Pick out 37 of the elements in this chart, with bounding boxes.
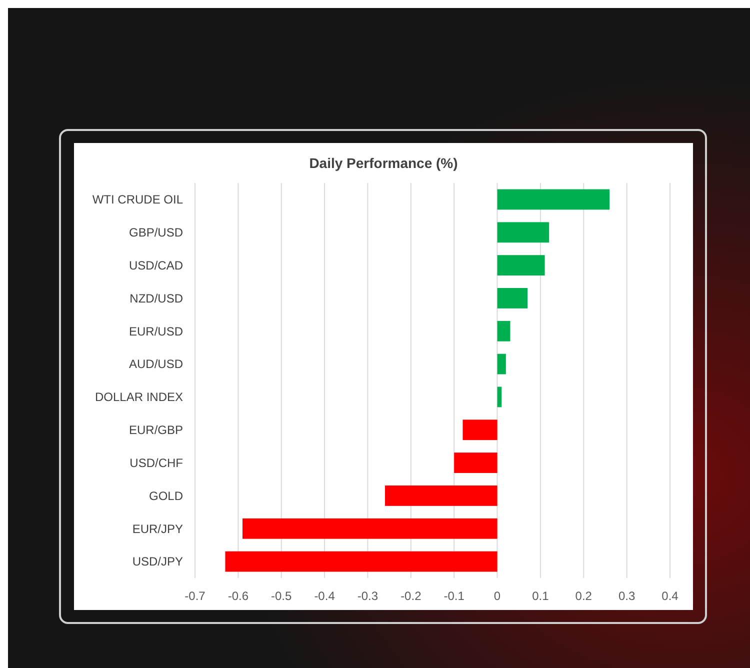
bar [497, 320, 510, 342]
y-tick-label: EUR/GBP [128, 423, 183, 438]
y-tick-label: WTI CRUDE OIL [92, 192, 184, 207]
bar [497, 354, 506, 374]
y-tick-label: USD/CAD [128, 258, 184, 272]
bar [242, 518, 498, 539]
x-tick-label: 0.1 [532, 589, 550, 603]
y-tick-label: USD/JPY [132, 554, 183, 569]
x-tick-label: 0.4 [662, 589, 679, 603]
x-tick-label: -0.6 [228, 589, 249, 603]
y-tick-label: EUR/USD [128, 324, 184, 338]
bar [497, 222, 550, 243]
bar [385, 486, 498, 506]
x-tick-label: -0.2 [400, 589, 422, 603]
x-tick-label: -0.1 [444, 589, 465, 603]
bar [497, 386, 502, 408]
x-tick-label: -0.5 [271, 589, 292, 603]
y-tick-label: GBP/USD [128, 226, 184, 240]
chart-title: Daily Performance (%) [309, 155, 458, 171]
y-tick-label: USD/CHF [130, 456, 183, 470]
y-tick-label: AUD/USD [128, 357, 184, 372]
bar [462, 420, 498, 440]
bar [497, 189, 610, 210]
x-tick-label: 0.2 [575, 589, 592, 603]
x-tick-label: -0.3 [357, 589, 378, 603]
bar [225, 551, 498, 572]
y-tick-label: EUR/JPY [132, 522, 183, 536]
bar [497, 255, 545, 276]
x-tick-label: -0.7 [184, 589, 206, 603]
y-tick-label: DOLLAR INDEX [94, 390, 183, 404]
x-tick-label: 0.3 [618, 589, 636, 603]
bar [497, 288, 528, 308]
y-tick-label: GOLD [148, 488, 184, 503]
x-tick-label: -0.4 [314, 589, 336, 603]
x-tick-label: 0 [494, 589, 501, 603]
bar [454, 452, 498, 473]
y-tick-label: NZD/USD [130, 291, 184, 306]
